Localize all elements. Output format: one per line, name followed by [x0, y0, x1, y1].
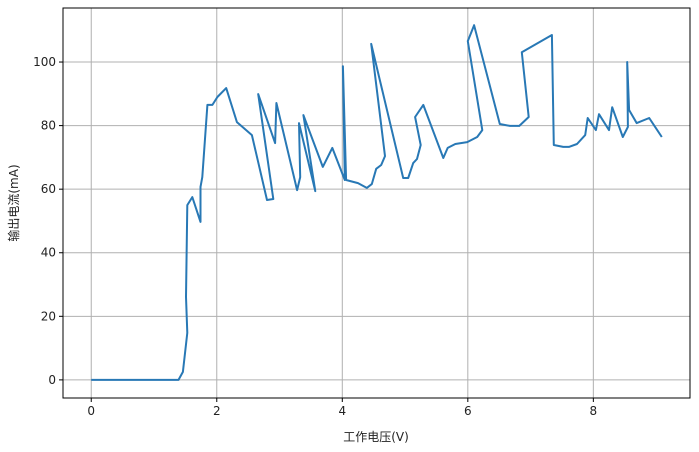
y-tick-label: 100 — [33, 55, 56, 69]
x-tick-label: 2 — [213, 404, 221, 418]
x-tick-label: 0 — [87, 404, 95, 418]
y-tick-label: 40 — [41, 246, 56, 260]
y-tick-label: 80 — [41, 119, 56, 133]
series-group — [91, 24, 663, 381]
plot-frame — [62, 7, 691, 399]
y-tick-label: 60 — [41, 182, 56, 196]
x-axis-label: 工作电压(V) — [343, 430, 409, 444]
x-tick-label: 8 — [590, 404, 598, 418]
y-tick-label: 0 — [48, 373, 56, 387]
series-line-0 — [91, 24, 663, 381]
x-tick-label: 4 — [338, 404, 346, 418]
x-tick-label: 6 — [464, 404, 472, 418]
y-axis-label: 输出电流(mA) — [6, 164, 21, 241]
y-tick-label: 20 — [41, 309, 56, 323]
